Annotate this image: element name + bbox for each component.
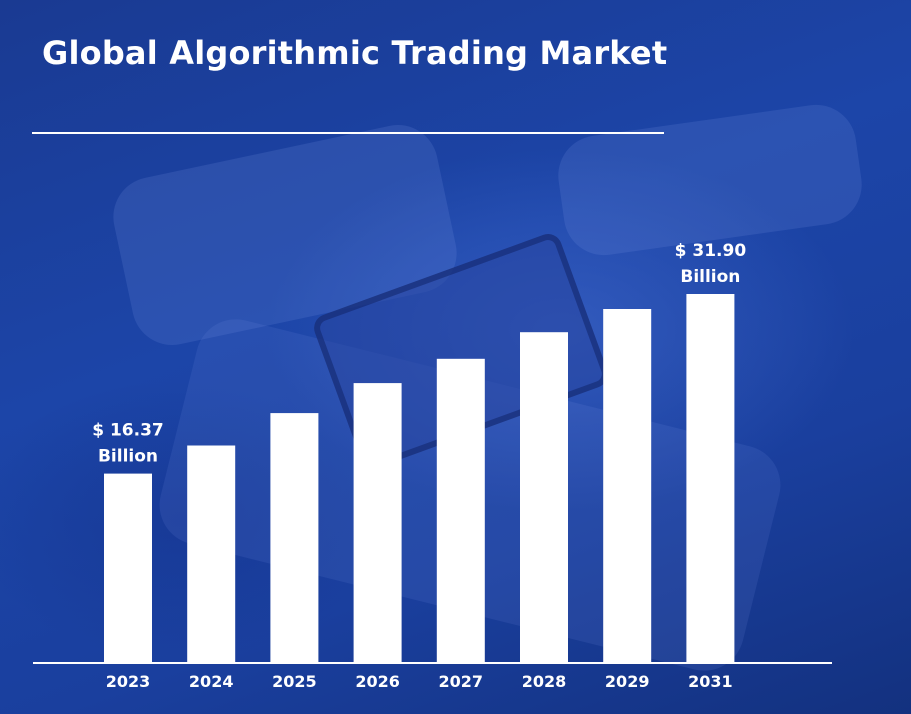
data-label-2023-1: $ 16.37 (92, 421, 164, 441)
title-divider (32, 132, 664, 134)
bar-2024 (187, 445, 236, 663)
x-tick-2026: 2026 (355, 672, 400, 691)
data-label-2031-1: $ 31.90 (675, 241, 747, 261)
x-tick-2029: 2029 (605, 672, 650, 691)
x-tick-labels: 2023 2024 2025 2026 2027 2028 2029 2031 (106, 672, 733, 691)
x-tick-2025: 2025 (272, 672, 317, 691)
bar-2025 (270, 413, 319, 663)
data-label-2023-2: Billion (98, 447, 158, 467)
x-tick-2028: 2028 (522, 672, 567, 691)
x-tick-2027: 2027 (439, 672, 484, 691)
data-label-2031-2: Billion (680, 267, 740, 287)
bar-2029 (603, 309, 652, 663)
x-tick-2031: 2031 (688, 672, 733, 691)
bars-group (104, 294, 735, 663)
x-tick-2023: 2023 (106, 672, 151, 691)
bar-2027 (436, 358, 485, 663)
x-tick-2024: 2024 (189, 672, 234, 691)
bar-2023 (104, 473, 152, 663)
bar-2026 (353, 383, 402, 663)
data-labels: $ 16.37 Billion $ 31.90 Billion (92, 241, 746, 467)
bar-2031 (686, 294, 735, 663)
bar-2028 (520, 332, 568, 663)
chart-title: Global Algorithmic Trading Market (42, 34, 668, 72)
